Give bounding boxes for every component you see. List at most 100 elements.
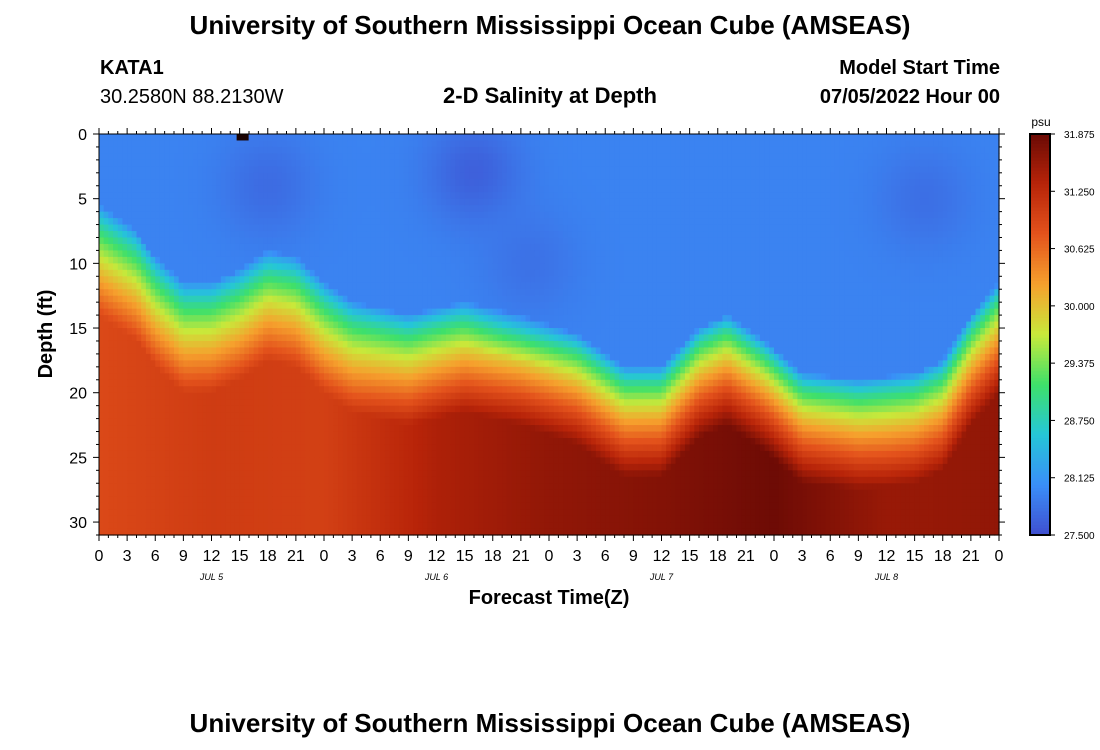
heatmap-cell	[206, 140, 213, 148]
heatmap-cell	[108, 231, 114, 239]
heatmap-cell	[347, 192, 353, 200]
heatmap-cell	[220, 457, 227, 465]
heatmap-cell	[361, 315, 367, 323]
heatmap-cell	[333, 198, 339, 206]
heatmap-cell	[389, 302, 395, 310]
heatmap-cell	[141, 192, 147, 200]
heatmap-cell	[206, 509, 213, 517]
heatmap-cell	[197, 134, 203, 142]
heatmap-cell	[352, 373, 358, 381]
heatmap-cell	[253, 295, 259, 303]
heatmap-cell	[403, 237, 409, 245]
heatmap-cell	[263, 243, 269, 252]
heatmap-cell	[202, 321, 208, 329]
heatmap-cell	[366, 353, 372, 361]
heatmap-cell	[342, 302, 349, 310]
heatmap-cell	[141, 489, 147, 497]
heatmap-cell	[384, 340, 391, 349]
heatmap-cell	[314, 153, 320, 161]
heatmap-cell	[263, 146, 269, 155]
heatmap-cell	[272, 450, 278, 458]
heatmap-cell	[295, 334, 302, 342]
heatmap-cell	[272, 405, 278, 413]
heatmap-cell	[113, 522, 119, 530]
heatmap-cell	[338, 399, 344, 407]
heatmap-cell	[202, 134, 208, 142]
heatmap-cell	[127, 159, 133, 167]
heatmap-cell	[136, 289, 142, 297]
heatmap-cell	[103, 172, 109, 180]
heatmap-cell	[155, 159, 161, 167]
heatmap-cell	[469, 353, 475, 361]
heatmap-cell	[174, 276, 180, 284]
heatmap-cell	[375, 295, 381, 303]
heatmap-cell	[408, 437, 414, 446]
heatmap-cell	[234, 444, 241, 452]
heatmap-cell	[267, 237, 274, 245]
heatmap-cell	[347, 509, 353, 517]
heatmap-cell	[342, 418, 349, 426]
heatmap-cell	[188, 360, 194, 368]
heatmap-cell	[469, 360, 475, 368]
heatmap-cell	[384, 463, 391, 471]
heatmap-cell	[399, 302, 405, 310]
heatmap-cell	[183, 431, 189, 439]
heatmap-cell	[413, 418, 419, 426]
heatmap-cell	[202, 379, 208, 387]
heatmap-cell	[342, 450, 349, 458]
heatmap-cell	[145, 425, 152, 433]
heatmap-cell	[375, 205, 381, 213]
heatmap-cell	[403, 243, 409, 252]
heatmap-cell	[380, 198, 386, 206]
heatmap-cell	[380, 515, 386, 523]
heatmap-cell	[159, 315, 166, 323]
heatmap-cell	[225, 502, 231, 510]
heatmap-cell	[384, 321, 391, 329]
heatmap-cell	[464, 366, 470, 374]
heatmap-cell	[253, 315, 259, 323]
heatmap-cell	[459, 192, 466, 200]
heatmap-cell	[103, 263, 109, 271]
heatmap-cell	[141, 276, 147, 284]
heatmap-cell	[253, 198, 259, 206]
heatmap-cell	[192, 386, 199, 394]
heatmap-cell	[197, 315, 203, 323]
heatmap-cell	[272, 192, 278, 200]
heatmap-cell	[155, 373, 161, 381]
heatmap-cell	[150, 353, 156, 361]
heatmap-cell	[169, 476, 175, 484]
heatmap-cell	[370, 159, 377, 167]
heatmap-cell	[413, 140, 419, 148]
heatmap-cell	[263, 366, 269, 374]
heatmap-cell	[403, 502, 409, 510]
heatmap-cell	[474, 153, 480, 161]
heatmap-cell	[145, 198, 152, 206]
heatmap-cell	[441, 437, 447, 446]
heatmap-cell	[394, 282, 400, 290]
heatmap-cell	[211, 353, 217, 361]
heatmap-cell	[108, 192, 114, 200]
heatmap-cell	[450, 509, 456, 517]
heatmap-cell	[127, 450, 133, 458]
heatmap-cell	[150, 134, 156, 142]
heatmap-cell	[131, 425, 138, 433]
heatmap-cell	[375, 153, 381, 161]
heatmap-cell	[417, 289, 424, 297]
heatmap-cell	[366, 243, 372, 252]
heatmap-cell	[464, 140, 470, 148]
heatmap-cell	[459, 515, 466, 523]
heatmap-cell	[230, 134, 236, 142]
heatmap-cell	[150, 289, 156, 297]
heatmap-cell	[258, 373, 264, 381]
heatmap-cell	[253, 347, 259, 355]
heatmap-cell	[281, 340, 288, 349]
heatmap-cell	[441, 276, 447, 284]
heatmap-cell	[178, 366, 184, 374]
heatmap-cell	[347, 295, 353, 303]
heatmap-cell	[370, 515, 377, 523]
heatmap-cell	[192, 334, 199, 342]
heatmap-cell	[113, 340, 119, 349]
heatmap-cell	[169, 399, 175, 407]
heatmap-cell	[375, 166, 381, 174]
heatmap-cell	[239, 172, 245, 180]
